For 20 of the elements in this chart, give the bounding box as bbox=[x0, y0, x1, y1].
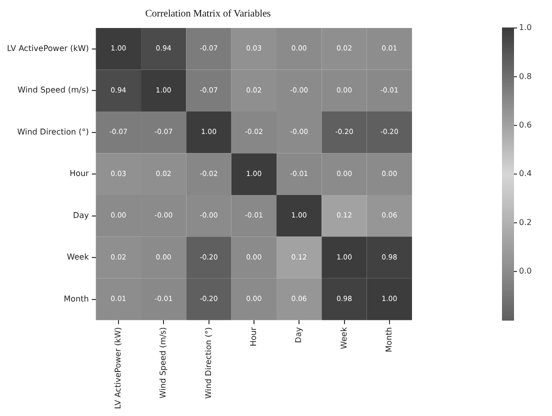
y-tick-label: Month bbox=[64, 294, 89, 304]
color-bar-label: 0.2 bbox=[519, 218, 532, 227]
color-bar-label: 0.0 bbox=[519, 266, 532, 276]
y-tick-label: Wind Direction (°) bbox=[17, 127, 89, 136]
color-bar-label: 1.0 bbox=[519, 23, 532, 32]
y-tick-label: Hour bbox=[70, 169, 90, 178]
y-tick-label: Day bbox=[73, 210, 90, 220]
color-bar-label: 0.4 bbox=[519, 169, 532, 178]
chart-title: Correlation Matrix of Variables bbox=[145, 8, 271, 20]
x-tick-label: Hour bbox=[249, 326, 258, 346]
y-tick-label: Wind Speed (m/s) bbox=[18, 86, 89, 95]
x-tick-label: Month bbox=[384, 327, 394, 352]
x-tick-label: Wind Speed (m/s) bbox=[158, 327, 168, 398]
x-tick-label: Day bbox=[294, 326, 304, 343]
y-tick-label: Week bbox=[66, 252, 90, 262]
color-bar-label: 0.6 bbox=[519, 120, 532, 130]
color-bar-label: 0.8 bbox=[519, 72, 532, 81]
y-tick-label: LV ActivePower (kW) bbox=[6, 44, 89, 53]
x-tick-label: Wind Direction (°) bbox=[204, 327, 213, 399]
x-tick-label: Week bbox=[339, 326, 348, 350]
